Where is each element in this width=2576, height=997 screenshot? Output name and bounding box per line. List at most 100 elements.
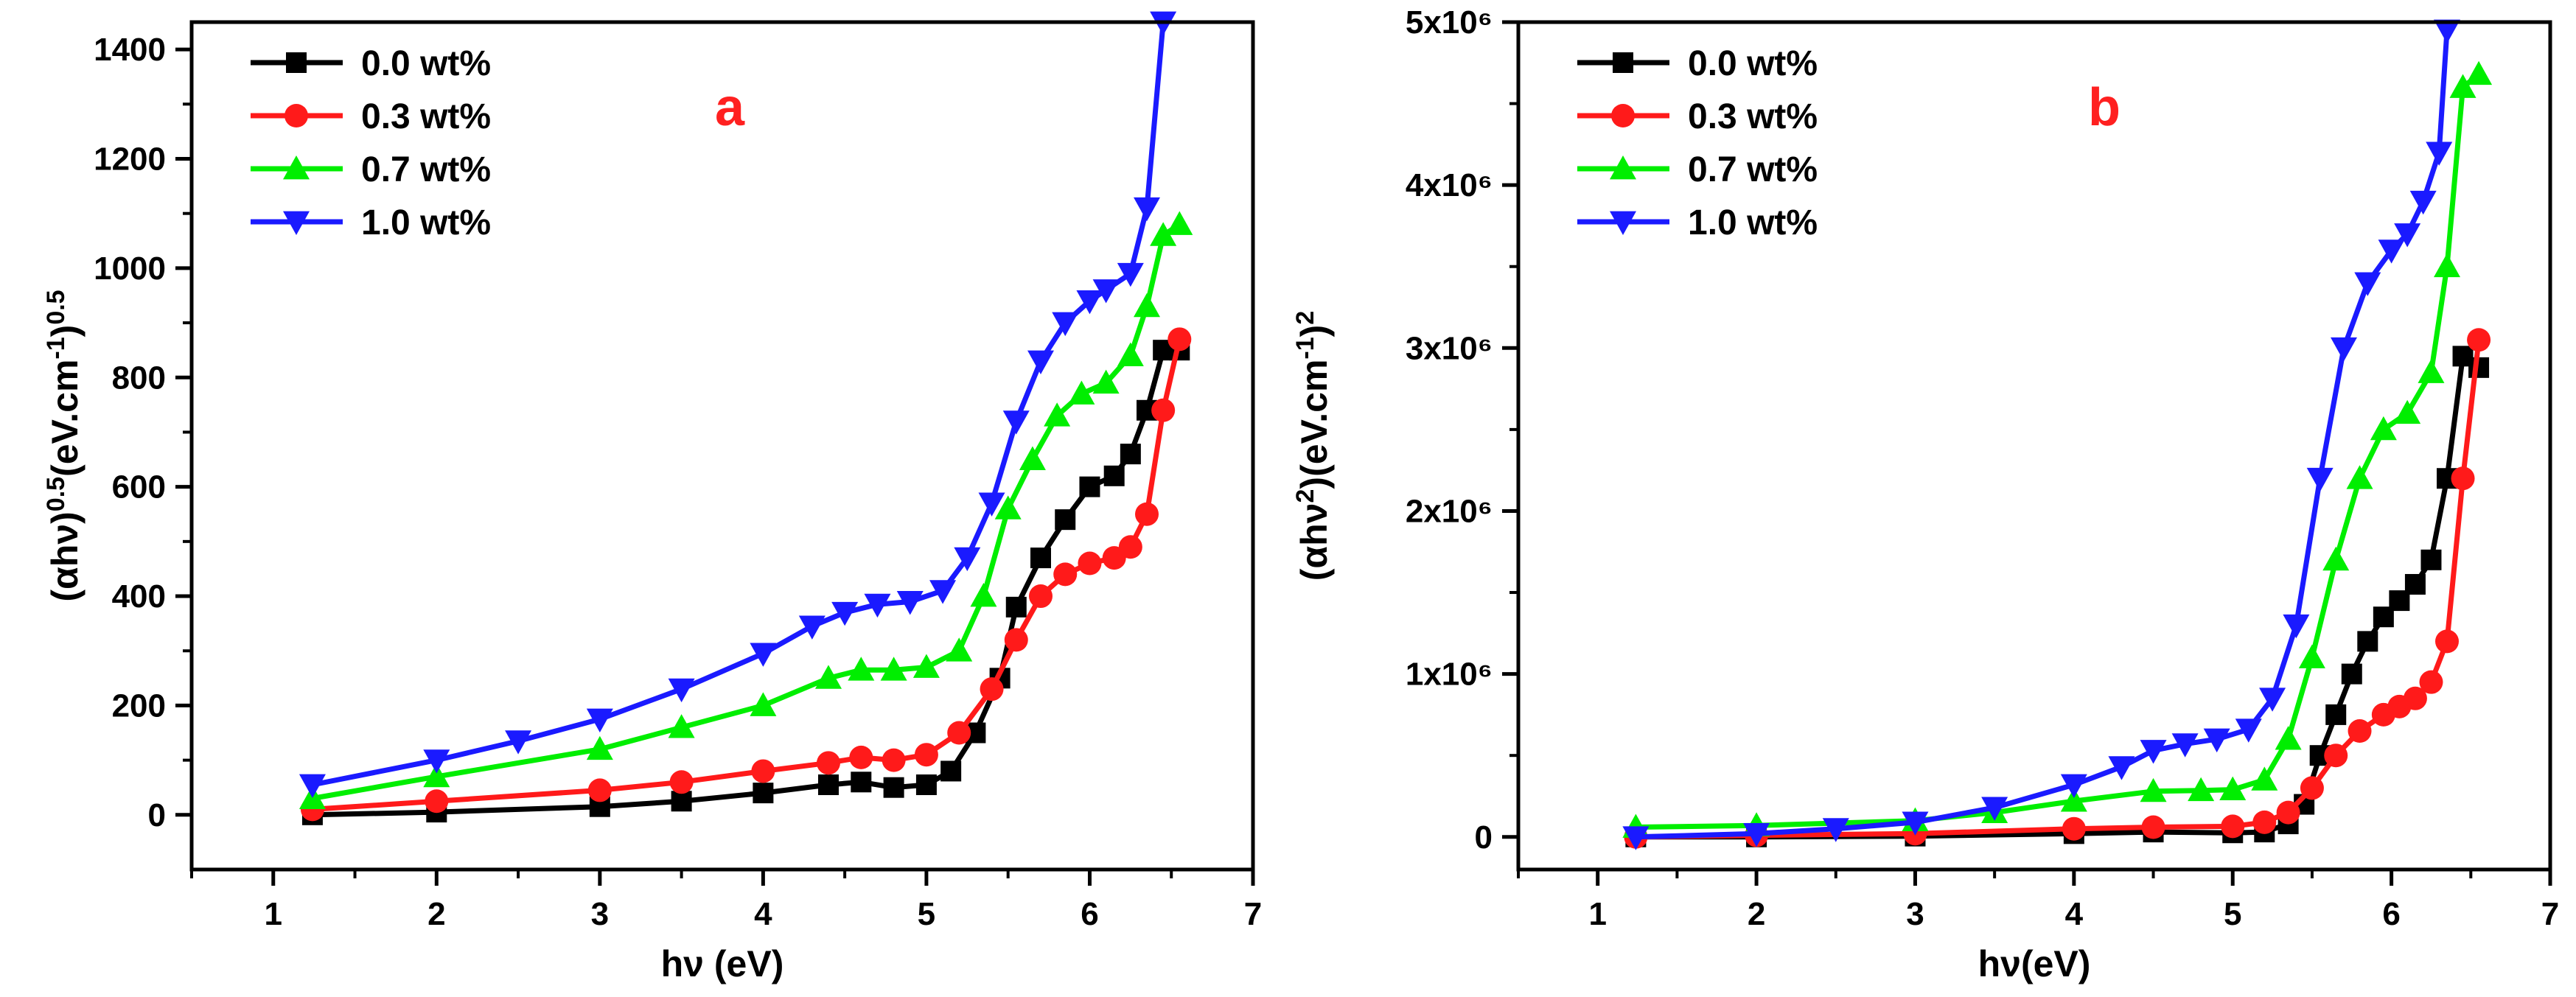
- panel-a-series-2-point-13: [1044, 402, 1071, 427]
- panel-a-series-2-point-11: [994, 495, 1022, 520]
- panel-a-series-3-point-0: [299, 774, 326, 798]
- panel-b-series-line-1: [1636, 339, 2482, 840]
- panel-a-series-line-2: [312, 222, 1181, 801]
- panel-a-series-1-point-3: [669, 770, 694, 794]
- panel-a-series-3-point-2: [505, 730, 532, 755]
- panel-a-series-0-point-4: [753, 783, 774, 804]
- panel-b-series-legend-point-2: [1610, 155, 1636, 180]
- panel-a-series-legend-point-2: [283, 155, 310, 180]
- panel-b-series-1-point-3: [2062, 816, 2086, 841]
- panel-a-series-1-point-5: [817, 751, 840, 775]
- panel-b-series-0-point-16: [2420, 549, 2442, 570]
- panel-b-series-1-point-10: [2348, 719, 2372, 744]
- panel-a-series-3-point-18: [1117, 262, 1144, 287]
- panel-a-series-3-point-6: [798, 615, 825, 640]
- panel-a-series-0-point-17: [1120, 444, 1141, 465]
- panel-a-ytick-label: 800: [112, 360, 166, 396]
- panel-b-series-2-point-11: [2322, 546, 2350, 571]
- panel-b-series-3-point-1: [1743, 822, 1770, 847]
- panel-b-series-3-point-15: [2354, 272, 2381, 296]
- panel-a-series-1-point-11: [1004, 628, 1028, 652]
- panel-a-series-2-point-18: [1150, 222, 1177, 246]
- panel-a-ytick-label: 1400: [94, 32, 166, 68]
- panel-b-series-0-point-10: [2325, 704, 2347, 725]
- panel-b-series-3-point-9: [2203, 728, 2230, 753]
- panel-a-series-3-point-16: [1076, 290, 1103, 315]
- panel-b-legend-label-1: 0.3 wt%: [1688, 97, 1818, 136]
- panel-b-series-3-point-11: [2259, 688, 2286, 712]
- panel-b-series-1-point-17: [2467, 328, 2491, 352]
- panel-b-series-2-point-16: [2434, 253, 2460, 278]
- panel-a-legend: 0.0 wt% 0.3 wt% 0.7 wt% 1.0 wt%: [251, 44, 491, 242]
- panel-a-ytick-label: 200: [112, 688, 166, 724]
- panel-a-ytick-label: 600: [112, 469, 166, 506]
- panel-a-series-2-point-10: [970, 583, 997, 607]
- panel-a-series-1-point-17: [1135, 502, 1159, 526]
- panel-a-series-1-point-14: [1078, 551, 1102, 576]
- panel-a-series-3-point-17: [1092, 279, 1120, 304]
- panel-b-xtick-label: 3: [1906, 896, 1924, 932]
- panel-b-xtick-label: 1: [1588, 896, 1606, 932]
- panel-a-letter: a: [715, 78, 745, 137]
- panel-a-series-2-point-16: [1117, 342, 1144, 366]
- panel-a-series-2-point-5: [815, 665, 842, 689]
- panel-b-ytick-label: 1x10⁶: [1406, 657, 1493, 693]
- panel-b-ylabel: (αhν2)(eV.cm-1)2: [1291, 311, 1335, 581]
- panel-a-series-3-point-13: [1002, 410, 1030, 435]
- panel-b-legend-label-0: 0.0 wt%: [1688, 44, 1818, 83]
- panel-b-series-1-point-15: [2435, 629, 2459, 654]
- panel-b-letter: b: [2088, 78, 2121, 137]
- panel-a-series-1-point-7: [882, 748, 906, 772]
- panel-a-series-0-point-13: [1030, 548, 1051, 569]
- panel-b-series-3-point-14: [2331, 337, 2357, 362]
- panel-a-legend-label-3: 1.0 wt%: [361, 203, 491, 242]
- panel-a-series-2-point-1: [423, 763, 450, 788]
- panel-b-series-3-point-19: [2426, 141, 2453, 166]
- panel-a-series-1-point-2: [587, 778, 612, 802]
- panel-a-series-0-point-12: [1005, 596, 1027, 618]
- panel-b-series-3-point-4: [1981, 797, 2008, 821]
- panel-a-xlabel: hν (eV): [661, 943, 784, 984]
- panel-a-series-2-point-19: [1166, 211, 1193, 235]
- panel-a-xtick-label: 3: [591, 896, 609, 932]
- panel-a-series-1-point-1: [425, 789, 449, 814]
- panel-a-series-1-point-19: [1167, 327, 1192, 351]
- panel-b-series-3-point-2: [1822, 818, 1849, 842]
- panel-a-series-0-point-6: [851, 772, 872, 793]
- panel-a-series-3-point-14: [1027, 350, 1054, 374]
- panel-a-xtick-label: 6: [1081, 896, 1098, 932]
- panel-a-series-1-point-10: [980, 677, 1004, 702]
- panel-a-series-3-point-9: [896, 591, 924, 615]
- panel-b-series-1-point-5: [2221, 814, 2245, 839]
- panel-a-series-2-point-2: [586, 735, 613, 760]
- panel-a-series-2-point-3: [668, 714, 695, 738]
- panel-b-series-3-point-5: [2060, 774, 2087, 798]
- panel-a-ylabel: (αhν)0.5(eV.cm-1)0.5: [42, 290, 85, 601]
- panel-a-legend-label-0: 0.0 wt%: [361, 44, 491, 83]
- panel-a-series-1-point-12: [1029, 584, 1053, 609]
- panel-b-series-2-point-7: [2219, 776, 2247, 801]
- panel-b-series-1-point-14: [2419, 670, 2443, 694]
- panel-b-series-2-point-10: [2298, 644, 2325, 668]
- panel-a-series-0-point-14: [1055, 509, 1076, 531]
- panel-a-series-0-point-5: [818, 774, 839, 795]
- panel-a-series-2-point-7: [880, 657, 907, 681]
- panel-b-series-0-point-11: [2341, 663, 2362, 685]
- panel-b-ytick-label: 0: [1475, 819, 1493, 856]
- panel-a-series-legend-point-1: [285, 104, 308, 127]
- panel-b-series-3-point-16: [2378, 239, 2405, 264]
- panel-a-series-3-point-10: [929, 580, 957, 604]
- panel-a-series-1-point-4: [751, 759, 775, 783]
- panel-b-ytick-label: 2x10⁶: [1406, 493, 1493, 529]
- panel-a-series-1-point-18: [1151, 398, 1176, 422]
- panel-b-series-3-point-3: [1902, 811, 1929, 836]
- panel-b-series-2-point-13: [2370, 416, 2397, 441]
- panel-a-ytick-label: 400: [112, 578, 166, 615]
- panel-b-series-3-point-13: [2306, 467, 2334, 492]
- panel-b-series-3-point-12: [2283, 614, 2310, 639]
- panel-a-series-2-point-17: [1134, 293, 1160, 318]
- panel-b-series-1-point-9: [2324, 744, 2348, 768]
- panel-b-series-2-point-4: [2060, 788, 2087, 812]
- panel-b-series-3-point-8: [2171, 733, 2199, 758]
- panel-b-series-2-point-6: [2188, 777, 2215, 802]
